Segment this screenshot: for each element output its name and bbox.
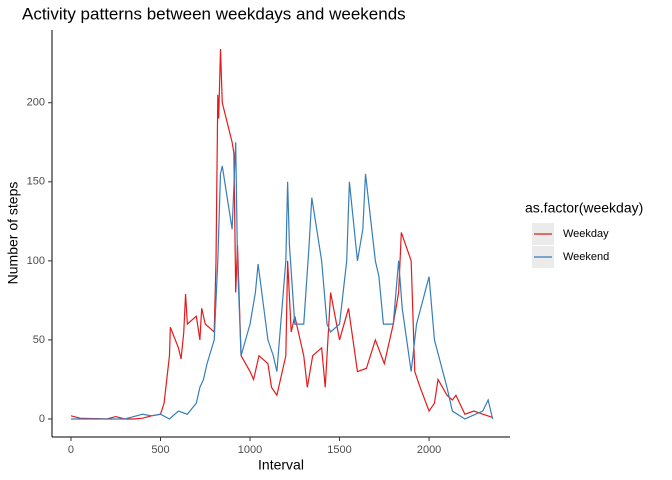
y-tick-label: 200 (27, 97, 45, 109)
x-tick-label: 1000 (238, 444, 262, 456)
x-axis-label: Interval (258, 457, 304, 473)
y-tick-label: 0 (39, 413, 45, 425)
x-tick-label: 2000 (417, 444, 441, 456)
y-tick-label: 150 (27, 176, 45, 188)
y-tick-label: 50 (33, 334, 45, 346)
x-tick-label: 1500 (327, 444, 351, 456)
x-tick-label: 500 (151, 444, 169, 456)
legend-label: Weekend (563, 251, 609, 263)
series-line (70, 48, 493, 420)
x-tick-label: 0 (68, 444, 74, 456)
y-tick-label: 100 (27, 255, 45, 267)
series-line (70, 142, 494, 420)
chart-title: Activity patterns between weekdays and w… (22, 4, 406, 23)
legend-title: as.factor(weekday) (525, 200, 643, 216)
y-axis-label: Number of steps (5, 182, 21, 285)
legend-label: Weekday (563, 228, 609, 240)
